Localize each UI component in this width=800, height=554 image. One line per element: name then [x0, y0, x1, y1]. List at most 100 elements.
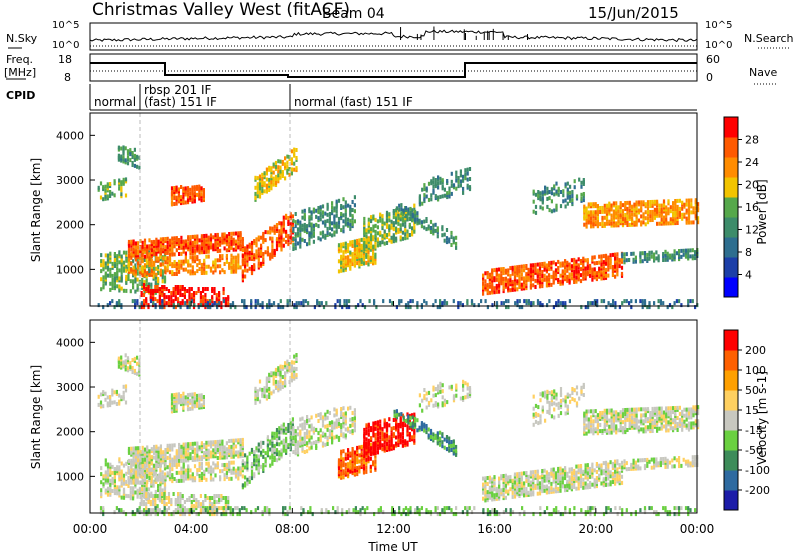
velocity-cell: [122, 360, 125, 365]
velocity-cell: [228, 468, 231, 473]
power-cell: [159, 243, 162, 248]
power-cell: [351, 214, 354, 219]
power-cell: [156, 285, 159, 289]
power-cell: [582, 198, 585, 203]
power-cell: [635, 200, 638, 205]
power-cell: [486, 271, 489, 275]
velocity-cell: [143, 474, 147, 479]
power-cell: [257, 261, 260, 266]
power-cell: [150, 268, 153, 273]
velocity-cell: [250, 447, 254, 452]
velocity-cell: [225, 462, 228, 467]
velocity-cell: [175, 394, 178, 399]
power-cell: [529, 263, 532, 268]
power-cell: [539, 197, 542, 202]
power-cell: [421, 187, 424, 192]
velocity-cell: [140, 502, 143, 507]
power-cell: [605, 209, 609, 214]
power-cell: [225, 234, 228, 239]
velocity-cell: [99, 392, 103, 397]
power-cell: [280, 231, 283, 236]
velocity-cell: [275, 428, 279, 432]
velocity-cell: [161, 488, 164, 493]
power-cell: [365, 234, 368, 239]
power-cell: [219, 258, 222, 263]
velocity-cell: [170, 498, 173, 502]
power-cell: [273, 228, 276, 233]
velocity-cell: [117, 360, 120, 365]
power-cell: [205, 233, 208, 238]
power-cell: [603, 221, 606, 226]
power-cell: [527, 299, 530, 304]
power-cell: [687, 303, 690, 308]
power-cell: [450, 235, 453, 239]
velocity-cell: [139, 456, 142, 460]
velocity-cell: [244, 481, 247, 486]
power-cell: [641, 251, 644, 256]
power-cell: [308, 237, 311, 242]
power-cell: [335, 229, 338, 234]
velocity-cell: [219, 477, 222, 482]
power-cell: [537, 190, 540, 194]
power-cell: [676, 207, 679, 211]
velocity-cell: [310, 445, 313, 450]
velocity-cell: [291, 417, 294, 422]
power-cell: [299, 244, 302, 249]
power-cell: [418, 218, 421, 223]
power-cell: [598, 254, 601, 259]
power-cell: [500, 273, 503, 278]
power-cell: [134, 263, 137, 268]
power-cell: [532, 189, 535, 194]
power-cell: [319, 211, 322, 216]
power-cell: [641, 299, 644, 304]
velocity-cell: [149, 500, 152, 504]
power-cell: [172, 287, 175, 291]
power-cell: [687, 198, 691, 203]
power-cell: [137, 245, 140, 250]
power-cell: [234, 239, 238, 244]
power-cell: [657, 254, 660, 259]
velocity-cell: [118, 393, 121, 398]
power-cell: [434, 194, 437, 199]
power-cell: [372, 255, 375, 260]
power-cell: [609, 303, 612, 308]
power-cell: [279, 159, 282, 164]
power-cell: [262, 231, 265, 236]
power-cell: [171, 270, 174, 275]
velocity-cell: [100, 480, 103, 485]
power-cell: [268, 299, 271, 304]
velocity-cell: [326, 409, 329, 414]
power-cell: [286, 160, 289, 165]
power-cell: [408, 233, 411, 237]
power-cell: [257, 257, 260, 262]
power-cell: [150, 252, 153, 257]
power-cell: [188, 287, 191, 291]
velocity-cell: [319, 428, 322, 433]
power-cell: [518, 281, 521, 285]
power-cell: [277, 165, 280, 170]
velocity-cell: [324, 424, 327, 429]
power-cell: [455, 170, 458, 175]
velocity-cell: [189, 442, 192, 447]
power-cell: [254, 185, 257, 190]
power-cell: [379, 214, 382, 219]
power-cell: [577, 263, 580, 268]
velocity-cell: [124, 384, 128, 389]
power-cell: [432, 188, 435, 193]
power-cell: [223, 270, 226, 275]
velocity-cell: [138, 360, 141, 365]
power-cell: [516, 299, 519, 304]
power-cell: [113, 276, 116, 281]
power-cell: [260, 243, 263, 248]
power-cell: [388, 224, 391, 229]
velocity-cell: [104, 462, 107, 467]
power-cell: [246, 262, 249, 267]
power-cell: [379, 240, 382, 245]
velocity-cell: [120, 481, 123, 486]
velocity-cell: [193, 392, 196, 397]
power-cell: [550, 260, 553, 265]
power-cell: [321, 230, 325, 235]
power-cell: [286, 164, 289, 169]
power-cell: [272, 170, 275, 175]
power-cell: [407, 301, 410, 306]
